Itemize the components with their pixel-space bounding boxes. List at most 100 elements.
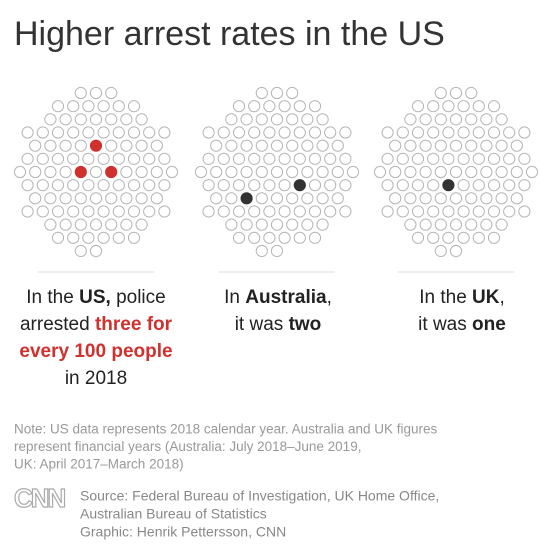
dot xyxy=(316,139,329,152)
dot xyxy=(449,218,463,231)
dot xyxy=(480,113,493,126)
dot xyxy=(143,179,156,192)
dot xyxy=(419,139,432,152)
dot xyxy=(158,179,171,192)
dot xyxy=(434,113,447,126)
panel-text: in 2018 xyxy=(65,368,127,389)
dot xyxy=(286,139,299,152)
dot xyxy=(480,165,493,179)
dot xyxy=(44,192,57,205)
dot xyxy=(510,192,523,205)
dot xyxy=(339,205,352,218)
dot xyxy=(21,152,34,165)
dot xyxy=(449,165,463,179)
dot xyxy=(419,218,432,231)
dot xyxy=(158,126,171,139)
dot xyxy=(308,126,322,139)
dot xyxy=(67,100,80,113)
dot xyxy=(263,205,276,218)
dot xyxy=(278,126,291,139)
logo: CNN xyxy=(14,483,66,513)
dot xyxy=(97,152,110,165)
dot xyxy=(112,126,125,139)
dot xyxy=(301,113,314,126)
dot xyxy=(232,205,246,218)
note: represent financial years (Australia: Ju… xyxy=(14,439,361,454)
dot xyxy=(495,218,508,231)
dot xyxy=(127,152,141,165)
dot xyxy=(411,179,425,192)
dot xyxy=(36,179,49,192)
dot xyxy=(404,218,417,231)
dot xyxy=(472,205,485,218)
dot xyxy=(419,192,432,205)
dot xyxy=(202,126,215,139)
dot xyxy=(316,192,329,205)
dot xyxy=(396,179,409,192)
dot xyxy=(59,165,72,179)
dot xyxy=(331,165,344,179)
highlighted-dot xyxy=(105,165,118,179)
dot xyxy=(67,179,80,192)
dot xyxy=(419,113,432,126)
dot xyxy=(472,152,485,165)
dot xyxy=(495,113,508,126)
dot xyxy=(381,126,394,139)
dot xyxy=(396,126,409,139)
dot xyxy=(457,126,470,139)
dot xyxy=(427,179,440,192)
dot xyxy=(263,100,276,113)
dot xyxy=(105,113,118,126)
dot xyxy=(487,205,501,218)
dot xyxy=(263,126,276,139)
text-segment: police xyxy=(111,287,166,308)
dot xyxy=(120,218,133,231)
dot xyxy=(465,139,478,152)
dot xyxy=(225,218,238,231)
dot xyxy=(487,179,501,192)
dot xyxy=(472,126,485,139)
dot xyxy=(404,113,417,126)
dot xyxy=(308,152,322,165)
text-segment: In the xyxy=(419,287,472,308)
dot xyxy=(278,152,291,165)
dot xyxy=(495,165,508,179)
dot xyxy=(59,113,72,126)
dot xyxy=(150,192,163,205)
source: Australian Bureau of Statistics xyxy=(80,506,267,522)
dot xyxy=(308,231,322,244)
dot xyxy=(59,192,72,205)
dot xyxy=(135,165,148,179)
dot xyxy=(255,244,268,258)
dot xyxy=(74,113,87,126)
dot xyxy=(158,205,171,218)
dot xyxy=(105,86,118,100)
dot xyxy=(316,113,329,126)
dot xyxy=(21,179,34,192)
dot xyxy=(293,231,306,244)
dot xyxy=(308,100,322,113)
dot xyxy=(89,86,103,100)
dot xyxy=(89,192,103,205)
dot xyxy=(13,165,27,179)
text-segment: in 2018 xyxy=(65,368,127,389)
dot xyxy=(270,165,284,179)
dot xyxy=(143,152,156,165)
highlighted-dot xyxy=(442,179,455,192)
dot xyxy=(217,179,230,192)
dot xyxy=(301,139,314,152)
dot xyxy=(82,152,95,165)
dot xyxy=(411,100,425,113)
dot xyxy=(278,100,291,113)
dot xyxy=(112,100,125,113)
dot xyxy=(29,139,42,152)
dot xyxy=(480,139,493,152)
dot xyxy=(324,205,337,218)
dot xyxy=(518,205,531,218)
dot xyxy=(44,139,57,152)
panel-text: every 100 people xyxy=(19,341,172,362)
dot xyxy=(381,179,394,192)
dot xyxy=(472,231,485,244)
dot xyxy=(82,126,95,139)
